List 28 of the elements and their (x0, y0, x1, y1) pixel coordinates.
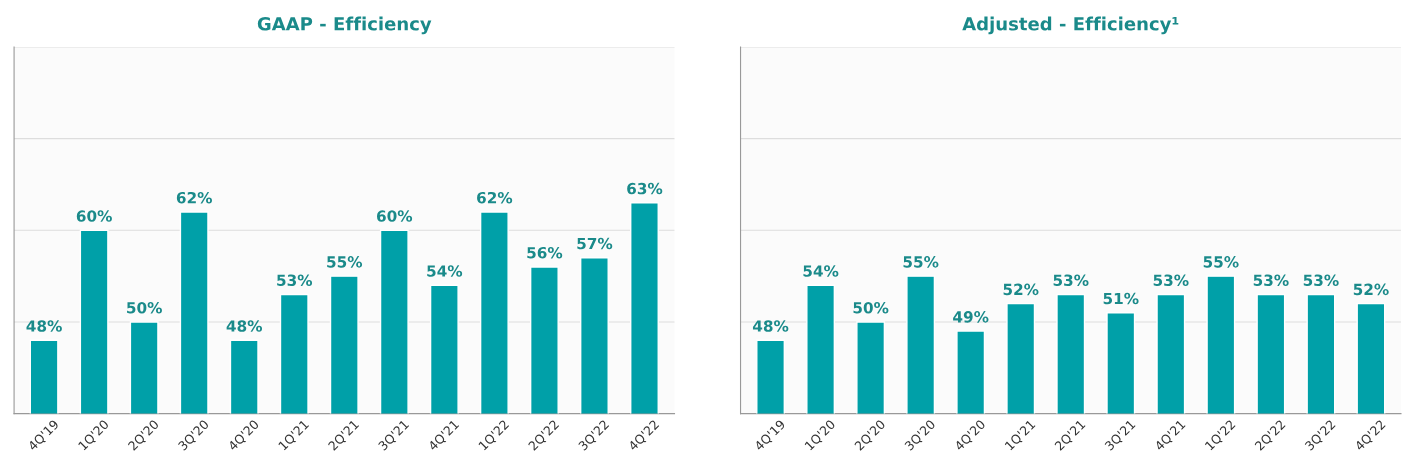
data-label: 55% (1203, 256, 1239, 268)
data-label: 53% (1303, 274, 1339, 286)
data-label: 53% (1253, 274, 1289, 286)
data-label: 53% (1053, 274, 1089, 286)
data-label: 62% (176, 191, 212, 204)
data-label: 57% (577, 237, 613, 250)
data-label: 55% (327, 256, 363, 268)
data-label: 54% (427, 265, 463, 277)
data-label: 48% (226, 320, 263, 332)
data-label: 53% (1153, 274, 1189, 286)
data-label: 60% (376, 210, 413, 222)
data-label: 55% (903, 256, 939, 268)
data-label: 56% (527, 246, 563, 259)
data-label: 60% (76, 210, 112, 222)
data-label: 52% (1003, 283, 1039, 296)
data-label: 52% (1353, 283, 1389, 296)
data-label: 54% (803, 265, 839, 277)
data-label: 48% (752, 320, 789, 332)
chart-title: GAAP - Efficiency (257, 16, 432, 35)
data-label: 51% (1103, 292, 1139, 305)
data-label: 49% (953, 311, 989, 323)
data-label: 53% (277, 274, 313, 286)
data-label: 50% (127, 301, 162, 314)
data-label: 50% (853, 301, 889, 314)
chart-title: Adjusted - Efficiency¹ (962, 16, 1179, 35)
data-label: 62% (477, 191, 513, 204)
data-label: 63% (627, 182, 663, 195)
data-label: 48% (26, 320, 62, 332)
